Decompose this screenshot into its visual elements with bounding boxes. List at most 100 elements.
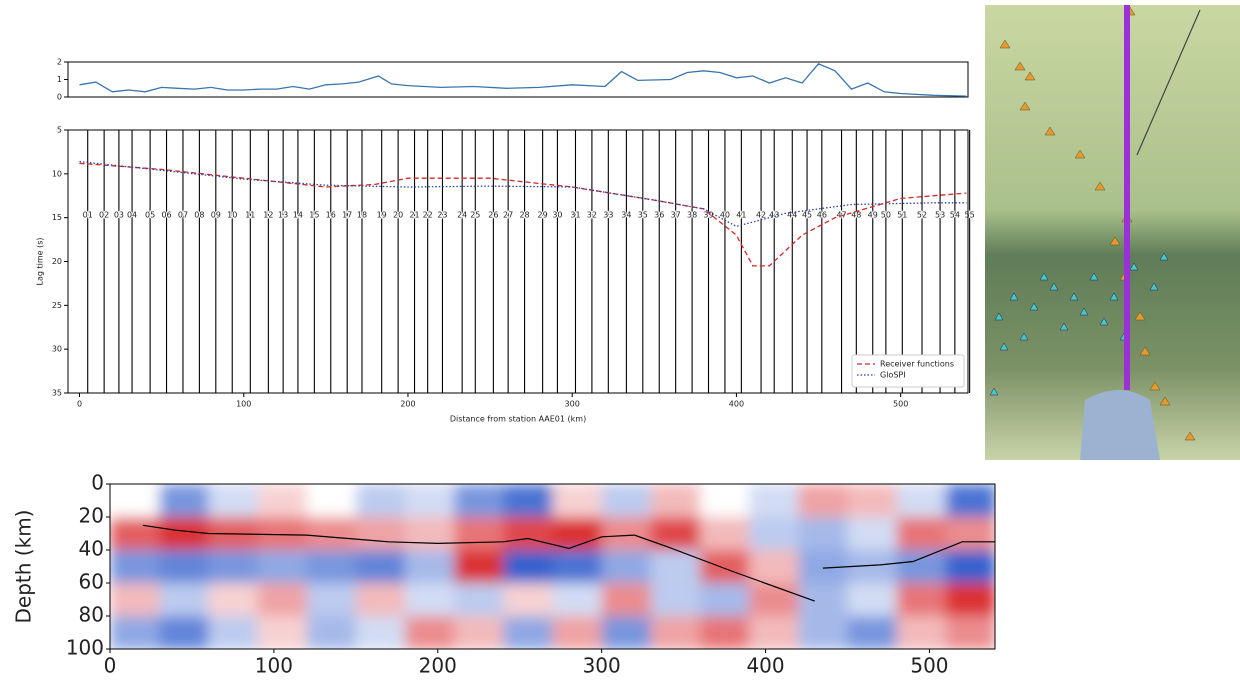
station-label: 25 — [470, 211, 480, 220]
heatmap-cell — [749, 583, 800, 617]
station-label: 54 — [950, 211, 960, 220]
sea — [1080, 390, 1160, 460]
y-tick-label: 30 — [52, 345, 62, 354]
y-tick-label: 1 — [57, 75, 62, 84]
receiver-function-chart: 01 02 03 04 05 06 07 08 09 10 11 12 13 14 15 16 17 18 19 20… — [36, 126, 976, 424]
x-tick-label: 400 — [746, 654, 784, 678]
heatmap-cell — [650, 616, 701, 649]
heatmap-cell — [552, 550, 603, 584]
legend-label: Receiver functions — [880, 360, 954, 369]
station-label: 47 — [836, 211, 846, 220]
station-label: 46 — [817, 211, 827, 220]
heatmap-cell — [110, 583, 161, 617]
station-label: 16 — [326, 211, 336, 220]
station-label: 31 — [570, 211, 580, 220]
heatmap-cell — [306, 616, 357, 649]
y-tick-label: 0 — [57, 93, 62, 102]
station-label: 15 — [309, 211, 319, 220]
heatmap-cell — [503, 616, 554, 649]
station-label: 17 — [342, 211, 352, 220]
heatmap-cell — [601, 517, 652, 551]
station-label: 24 — [457, 211, 467, 220]
map-background — [985, 5, 1240, 460]
heatmap-cell — [749, 550, 800, 584]
heatmap-cell — [601, 484, 652, 518]
station-label: 39 — [703, 211, 713, 220]
station-label: 30 — [552, 211, 562, 220]
heatmap-cell — [798, 616, 849, 649]
heatmap-cell — [552, 484, 603, 518]
heatmap-cell — [257, 616, 308, 649]
heatmap-cell — [503, 583, 554, 617]
heatmap-cell — [945, 484, 995, 518]
y-tick-label: 15 — [52, 213, 62, 222]
station-label: 09 — [211, 211, 221, 220]
heatmap-cell — [945, 616, 995, 649]
heatmap-cell — [503, 484, 554, 518]
station-label: 50 — [881, 211, 891, 220]
station-label: 51 — [897, 211, 907, 220]
heatmap-cell — [355, 484, 406, 518]
heatmap-cell — [503, 550, 554, 584]
station-label: 10 — [227, 211, 237, 220]
heatmap-cell — [552, 583, 603, 617]
station-label: 53 — [935, 211, 945, 220]
heatmap-cell — [650, 517, 701, 551]
heatmap-cell — [454, 583, 505, 617]
heatmap-cell — [306, 583, 357, 617]
heatmap-cell — [355, 517, 406, 551]
heatmap-cell — [405, 484, 456, 518]
station-label: 43 — [769, 211, 779, 220]
station-label: 45 — [802, 211, 812, 220]
y-tick-label: 20 — [79, 504, 104, 528]
stations-cyan — [989, 252, 1169, 396]
heatmap-cell — [208, 550, 259, 584]
heatmap-cell — [847, 616, 898, 649]
y-axis-label: Lag time (s) — [36, 237, 45, 285]
station-label: 32 — [587, 211, 597, 220]
heatmap-cell — [159, 616, 210, 649]
heatmap-cell — [159, 550, 210, 584]
x-tick-label: 100 — [236, 399, 251, 408]
station-label: 21 — [409, 211, 419, 220]
data-line — [79, 160, 967, 228]
heatmap-cell — [110, 484, 161, 518]
heatmap-cell — [650, 484, 701, 518]
y-tick-label: 60 — [79, 570, 104, 594]
heatmap-cell — [257, 550, 308, 584]
heatmap-cell — [306, 550, 357, 584]
heatmap-cell — [749, 484, 800, 518]
heatmap-cells — [110, 484, 995, 649]
y-axis-label: Depth (km) — [12, 510, 36, 624]
y-tick-label: 40 — [79, 537, 104, 561]
heatmap-cell — [208, 583, 259, 617]
data-line — [142, 524, 995, 602]
heatmap-cell — [454, 484, 505, 518]
station-label: 20 — [393, 211, 403, 220]
heatmap-cell — [749, 616, 800, 649]
heatmap-cell — [355, 583, 406, 617]
heatmap-cell — [847, 583, 898, 617]
heatmap-cell — [945, 550, 995, 584]
heatmap-cell — [945, 583, 995, 617]
heatmap-cell — [798, 583, 849, 617]
heatmap-cell — [208, 616, 259, 649]
y-tick-label: 80 — [79, 603, 104, 627]
heatmap-cell — [847, 484, 898, 518]
heatmap-cell — [847, 550, 898, 584]
heatmap-cell — [454, 616, 505, 649]
heatmap-cell — [552, 616, 603, 649]
heatmap-cell — [700, 550, 751, 584]
station-label: 55 — [965, 211, 975, 220]
station-label: 18 — [357, 211, 367, 220]
x-tick-label: 200 — [419, 654, 457, 678]
station-label: 22 — [423, 211, 433, 220]
station-label: 06 — [161, 211, 171, 220]
station-label: 05 — [145, 211, 155, 220]
x-tick-label: 100 — [255, 654, 293, 678]
heatmap-cell — [355, 616, 406, 649]
heatmap-cell — [700, 517, 751, 551]
station-label: 04 — [127, 211, 137, 220]
